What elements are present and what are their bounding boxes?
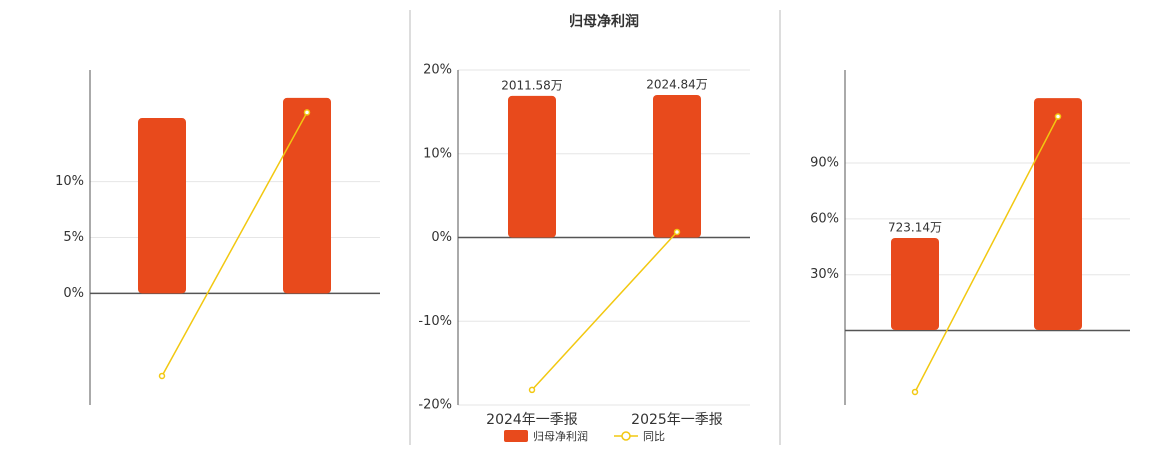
legend-swatch (504, 430, 528, 442)
x-tick-label: 2024年一季报 (486, 412, 578, 428)
y-tick-label: 10% (423, 146, 452, 161)
bar (138, 118, 186, 294)
bar (1034, 98, 1082, 330)
data-label: 2011.58万 (501, 78, 563, 92)
line-point (1054, 113, 1062, 120)
y-tick-label: 30% (810, 267, 839, 282)
y-tick-label: 60% (810, 211, 839, 226)
bar (508, 95, 556, 238)
line-point (528, 386, 536, 394)
line-point (911, 388, 919, 396)
data-label: 2024.84万 (646, 77, 708, 91)
data-label: 723.14万 (888, 220, 942, 234)
line (161, 112, 308, 377)
bar (891, 237, 939, 330)
line-point (303, 109, 311, 116)
bar (283, 97, 331, 294)
line (914, 116, 1059, 393)
legend-label: 同比 (643, 430, 665, 443)
legend-label: 归母净利润 (533, 429, 588, 443)
y-tick-label: 90% (810, 156, 839, 171)
line-point (673, 228, 681, 236)
y-tick-label: 10% (55, 174, 84, 189)
chart-title: 归母净利润 (569, 13, 639, 30)
y-tick-label: -10% (418, 314, 452, 329)
bar (653, 94, 701, 238)
legend-swatch (621, 431, 631, 441)
y-tick-label: 20% (423, 63, 452, 78)
line-point (158, 372, 166, 380)
y-tick-label: -20% (418, 398, 452, 413)
y-tick-label: 0% (431, 230, 452, 245)
line (531, 231, 678, 391)
y-tick-label: 5% (63, 230, 84, 245)
y-tick-label: 0% (63, 286, 84, 301)
x-tick-label: 2025年一季报 (631, 412, 723, 428)
